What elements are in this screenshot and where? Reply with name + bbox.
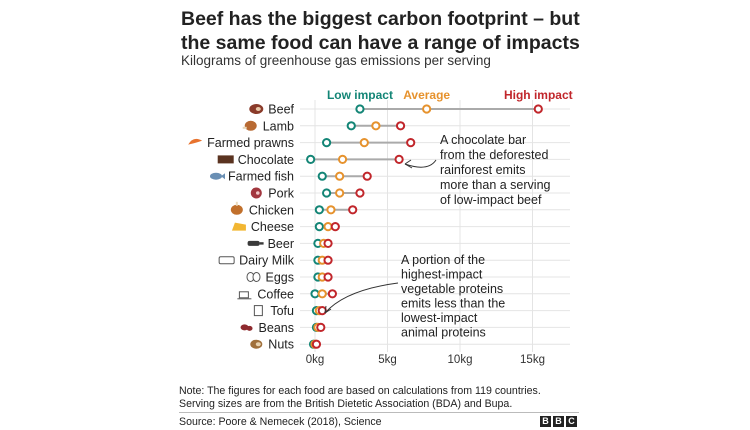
bbc-logo: B B C (540, 416, 577, 427)
high-impact-marker (327, 289, 337, 299)
average-impact-marker (422, 104, 432, 114)
nut-icon (250, 339, 263, 349)
prawn-icon (188, 138, 203, 145)
beans-icon (240, 324, 253, 331)
low-impact-marker (317, 171, 327, 181)
note-line-1: Note: The figures for each food are base… (179, 385, 541, 397)
high-impact-marker (533, 104, 543, 114)
high-impact-marker (362, 171, 372, 181)
chicken-icon (230, 201, 243, 215)
cheese-icon (231, 222, 246, 231)
low-impact-marker (306, 154, 316, 164)
chocolate-annotation-line: rainforest emits (440, 163, 525, 177)
high-impact-marker (323, 272, 333, 282)
fish-icon (210, 172, 225, 180)
average-impact-marker (335, 171, 345, 181)
source-text: Source: Poore & Nemecek (2018), Science (179, 416, 382, 428)
bbc-logo-letter: C (566, 416, 577, 427)
chart-title: Beef has the biggest carbon footprint – … (181, 8, 580, 54)
category-label: Farmed prawns (207, 136, 294, 150)
high-impact-marker (330, 222, 340, 232)
average-impact-marker (337, 154, 348, 164)
high-impact-marker (323, 238, 333, 248)
category-label: Nuts (268, 338, 294, 352)
tofu-icon (253, 305, 263, 317)
x-tick-label: 10kg (448, 354, 473, 366)
chocolate-annotation-line: from the deforested (440, 148, 548, 162)
chocolate-annotation-line: A chocolate bar (440, 133, 526, 147)
legend-average: Average (403, 88, 450, 102)
lamb-icon (242, 120, 257, 131)
bbc-logo-letter: B (553, 416, 564, 427)
low-impact-marker (346, 121, 356, 131)
high-impact-marker (395, 121, 406, 131)
legend-low-impact: Low impact (327, 88, 393, 102)
low-impact-marker (314, 205, 324, 215)
x-tick-label: 5kg (378, 354, 397, 366)
average-impact-marker (326, 205, 336, 215)
x-tick-label: 0kg (306, 354, 325, 366)
vegetable-annotation-line: highest-impact (401, 268, 483, 282)
low-impact-marker (322, 188, 332, 198)
beer-bottle-icon (247, 240, 264, 246)
category-label: Tofu (270, 304, 294, 318)
category-label: Beer (268, 237, 294, 251)
category-label: Farmed fish (228, 170, 294, 184)
note-line-2: Serving sizes are from the British Diete… (179, 398, 513, 410)
category-label: Coffee (257, 287, 294, 301)
category-label: Beef (268, 103, 294, 117)
category-label: Chocolate (238, 153, 294, 167)
average-impact-marker (359, 138, 369, 148)
eggs-icon (246, 272, 261, 282)
dot-range-chart: 0kg 5kg 10kg 15kg Low impact Average High impa… (188, 88, 573, 366)
chocolate-annotation-line: of low-impact beef (440, 193, 542, 207)
high-impact-marker (394, 154, 404, 164)
category-label: Pork (268, 187, 294, 201)
legend-high-impact: High impact (504, 88, 573, 102)
average-impact-marker (371, 121, 381, 131)
footer-divider (179, 412, 579, 413)
vegetable-annotation-line: vegetable proteins (401, 282, 503, 296)
bbc-logo-letter: B (540, 416, 551, 427)
high-impact-marker (316, 322, 326, 332)
chart-subtitle: Kilograms of greenhouse gas emissions pe… (181, 53, 491, 68)
chocolate-annotation-arrowhead (404, 159, 413, 169)
chocolate-annotation-line: more than a serving (440, 178, 551, 192)
steak-icon (249, 104, 264, 114)
average-impact-marker (335, 188, 345, 198)
category-label: Chicken (249, 203, 294, 217)
average-impact-marker (317, 289, 327, 299)
low-impact-marker (310, 289, 320, 299)
milk-carton-icon (218, 256, 235, 265)
high-impact-marker (348, 205, 358, 215)
x-tick-label: 15kg (520, 354, 545, 366)
vegetable-annotation-line: animal proteins (401, 326, 486, 340)
coffee-cup-icon (237, 291, 252, 300)
average-impact-marker (323, 222, 333, 232)
high-impact-marker (323, 255, 333, 265)
vegetable-annotation-arrowhead (324, 305, 332, 314)
vegetable-annotation-line: lowest-impact (401, 311, 478, 325)
low-impact-marker (314, 222, 324, 232)
category-label: Beans (259, 321, 294, 335)
vegetable-annotation-arrow (324, 282, 399, 314)
chart-note: Note: The figures for each food are base… (179, 385, 541, 411)
category-label: Cheese (251, 220, 294, 234)
high-impact-marker (406, 138, 416, 148)
vegetable-annotation-line: A portion of the (401, 253, 485, 267)
high-impact-marker (355, 188, 365, 198)
vegetable-annotation-line: emits less than the (401, 297, 505, 311)
category-label: Dairy Milk (239, 254, 295, 268)
low-impact-marker (322, 138, 332, 148)
category-label: Eggs (266, 271, 295, 285)
pork-icon (250, 187, 262, 199)
chocolate-annotation-arrow (404, 159, 437, 168)
high-impact-marker (317, 306, 327, 316)
high-impact-marker (311, 339, 322, 349)
chocolate-bar-icon (217, 155, 234, 164)
category-label: Lamb (263, 119, 294, 133)
low-impact-marker (355, 104, 365, 114)
